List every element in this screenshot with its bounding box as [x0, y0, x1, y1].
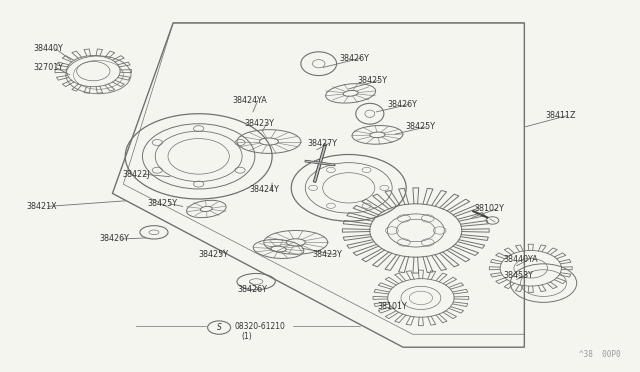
Text: 38440YA: 38440YA — [504, 255, 538, 264]
Text: 08320-61210: 08320-61210 — [234, 321, 285, 331]
Text: 38424YA: 38424YA — [232, 96, 268, 105]
Text: 38425Y: 38425Y — [405, 122, 435, 131]
Text: 38423Y: 38423Y — [244, 119, 275, 128]
Text: 38453Y: 38453Y — [504, 271, 534, 280]
Text: 38422J: 38422J — [122, 170, 150, 179]
Text: 38421X: 38421X — [26, 202, 57, 211]
Text: 38426Y: 38426Y — [387, 100, 417, 109]
Text: 38425Y: 38425Y — [357, 76, 387, 85]
Text: ^38  00P0: ^38 00P0 — [579, 350, 620, 359]
Text: 38426Y: 38426Y — [100, 234, 129, 244]
Text: 38440Y: 38440Y — [34, 44, 63, 53]
Text: 38425Y: 38425Y — [198, 250, 228, 259]
Text: 38423Y: 38423Y — [312, 250, 342, 259]
Text: 38426Y: 38426Y — [339, 54, 369, 62]
Text: 38427Y: 38427Y — [307, 139, 337, 148]
Text: 32701Y: 32701Y — [34, 63, 64, 72]
Text: 38426Y: 38426Y — [237, 285, 267, 294]
Text: 38424Y: 38424Y — [250, 185, 280, 194]
Text: S: S — [217, 323, 221, 332]
Text: 38101Y: 38101Y — [378, 302, 407, 311]
Text: 38102Y: 38102Y — [474, 205, 504, 214]
Text: (1): (1) — [241, 332, 252, 341]
Text: 38411Z: 38411Z — [545, 111, 576, 120]
Text: 38425Y: 38425Y — [148, 199, 177, 208]
